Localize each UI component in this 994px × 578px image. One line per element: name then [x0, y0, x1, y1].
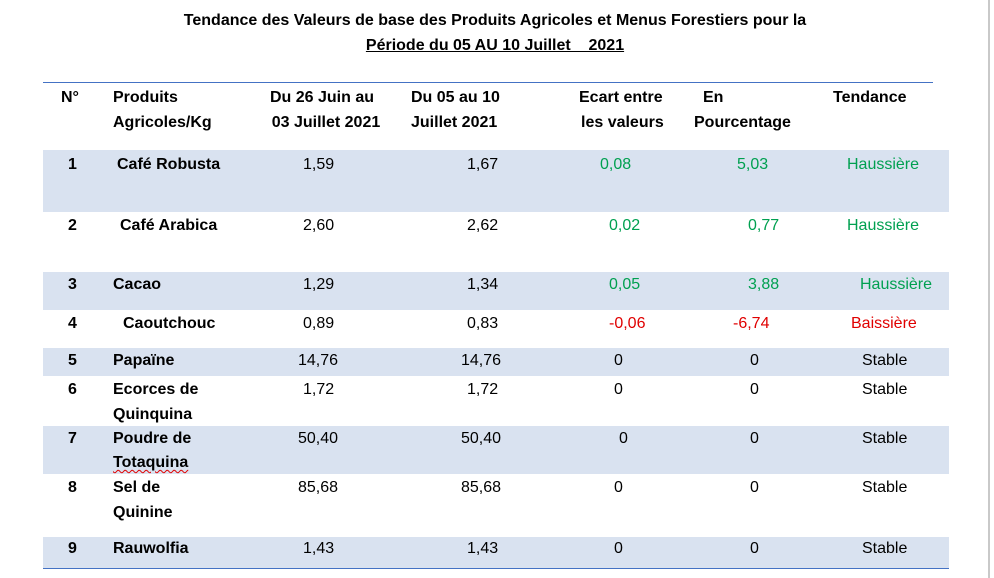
- row-7-product-line-1: Poudre de: [113, 430, 192, 447]
- row-2-value-period2: 2,62: [467, 217, 499, 234]
- row-5-value-period2: 14,76: [461, 352, 502, 369]
- row-8-value-period1: 85,68: [298, 479, 339, 496]
- row-1-trend: Haussière: [847, 156, 920, 173]
- row-2-number: 2: [68, 217, 77, 234]
- row-3-value-period1: 1,29: [303, 276, 335, 293]
- row-4-product: Caoutchouc: [123, 315, 216, 332]
- header-period2-line-1: Du 05 au 10: [411, 89, 500, 106]
- row-1-gap: 0,08: [600, 156, 632, 173]
- row-2-trend: Haussière: [847, 217, 920, 234]
- row-7-product-line-2: Totaquina: [113, 454, 189, 471]
- row-8-product-line-2: Quinine: [113, 504, 173, 521]
- header-number: N°: [61, 89, 79, 106]
- row-8-gap: 0: [614, 479, 623, 496]
- row-7-trend: Stable: [862, 430, 908, 447]
- document-title-line-1: Tendance des Valeurs de base des Produit…: [183, 12, 807, 29]
- row-8-percent: 0: [750, 479, 759, 496]
- header-gap-line-1: Ecart entre: [579, 89, 663, 106]
- row-4-value-period2: 0,83: [467, 315, 499, 332]
- row-2-product: Café Arabica: [120, 217, 218, 234]
- row-7-number: 7: [68, 430, 77, 447]
- row-1-value-period2: 1,67: [467, 156, 499, 173]
- row-8-value-period2: 85,68: [461, 479, 502, 496]
- row-9-trend: Stable: [862, 540, 908, 557]
- row-6-gap: 0: [614, 381, 623, 398]
- row-5-value-period1: 14,76: [298, 352, 339, 369]
- row-4-gap: -0,06: [609, 315, 646, 332]
- header-product-line-1: Produits: [113, 89, 178, 106]
- row-3-number: 3: [68, 276, 77, 293]
- row-4-trend: Baissière: [851, 315, 917, 332]
- row-2-gap: 0,02: [609, 217, 641, 234]
- row-5-gap: 0: [614, 352, 623, 369]
- header-trend: Tendance: [833, 89, 907, 106]
- row-7-gap: 0: [619, 430, 628, 447]
- header-period1-line-1: Du 26 Juin au: [269, 89, 375, 106]
- row-9-number: 9: [68, 540, 77, 557]
- header-period2-line-2: Juillet 2021: [411, 114, 498, 131]
- header-percent-line-1: En: [703, 89, 724, 106]
- row-5-product: Papaïne: [113, 352, 175, 369]
- row-8-product-line-1: Sel de: [113, 479, 161, 496]
- row-6-product-line-2: Quinquina: [113, 406, 193, 423]
- row-6-trend: Stable: [862, 381, 908, 398]
- header-product-line-2: Agricoles/Kg: [113, 114, 212, 131]
- row-1-percent: 5,03: [737, 156, 769, 173]
- row-1-product: Café Robusta: [117, 156, 221, 173]
- header-percent-line-2: Pourcentage: [694, 114, 791, 131]
- row-2-percent: 0,77: [748, 217, 780, 234]
- row-6-value-period2: 1,72: [467, 381, 499, 398]
- header-period1-line-2: 03 Juillet 2021: [271, 114, 381, 131]
- row-7-value-period1: 50,40: [298, 430, 339, 447]
- row-6-value-period1: 1,72: [303, 381, 335, 398]
- row-5-number: 5: [68, 352, 77, 369]
- row-5-percent: 0: [750, 352, 759, 369]
- row-band-9: [43, 537, 949, 568]
- row-6-percent: 0: [750, 381, 759, 398]
- row-3-percent: 3,88: [748, 276, 780, 293]
- row-7-value-period2: 50,40: [461, 430, 502, 447]
- row-3-value-period2: 1,34: [467, 276, 499, 293]
- row-9-percent: 0: [750, 540, 759, 557]
- header-gap-line-2: les valeurs: [581, 114, 664, 131]
- row-6-product-line-1: Ecorces de: [113, 381, 199, 398]
- row-1-number: 1: [68, 156, 77, 173]
- row-3-gap: 0,05: [609, 276, 641, 293]
- table-top-rule: [43, 82, 933, 83]
- row-7-percent: 0: [750, 430, 759, 447]
- row-8-trend: Stable: [862, 479, 908, 496]
- row-1-value-period1: 1,59: [303, 156, 335, 173]
- row-band-3: [43, 272, 949, 310]
- row-6-number: 6: [68, 381, 77, 398]
- row-3-trend: Haussière: [860, 276, 933, 293]
- row-4-value-period1: 0,89: [303, 315, 335, 332]
- row-4-number: 4: [68, 315, 77, 332]
- row-9-gap: 0: [614, 540, 623, 557]
- row-band-1: [43, 150, 949, 212]
- row-band-5: [43, 348, 949, 376]
- row-2-value-period1: 2,60: [303, 217, 335, 234]
- row-8-number: 8: [68, 479, 77, 496]
- row-9-value-period2: 1,43: [467, 540, 499, 557]
- row-9-value-period1: 1,43: [303, 540, 335, 557]
- row-4-percent: -6,74: [733, 315, 770, 332]
- row-band-7: [43, 426, 949, 474]
- document-title-line-2: Période du 05 AU 10 Juillet 2021: [365, 37, 625, 54]
- row-5-trend: Stable: [862, 352, 908, 369]
- row-3-product: Cacao: [113, 276, 162, 293]
- table-bottom-rule: [43, 568, 949, 569]
- page-right-border: [988, 0, 990, 578]
- row-9-product: Rauwolfia: [113, 540, 189, 557]
